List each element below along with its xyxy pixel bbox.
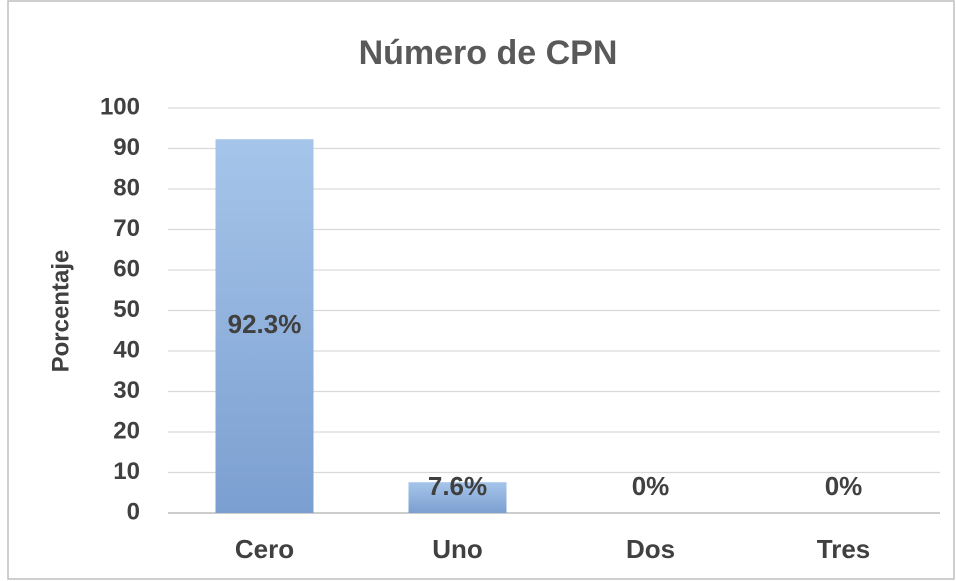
x-tick-label: Uno (432, 534, 483, 564)
y-axis-title: Porcentaje (47, 250, 74, 373)
y-tick-label: 80 (113, 174, 140, 201)
y-tick-label: 100 (100, 93, 140, 120)
data-label: 0% (825, 471, 863, 501)
x-tick-label: Dos (626, 534, 675, 564)
x-tick-label: Cero (235, 534, 294, 564)
y-tick-label: 40 (113, 336, 140, 363)
data-label: 0% (632, 471, 670, 501)
x-tick-label: Tres (817, 534, 871, 564)
chart-title: Número de CPN (359, 34, 618, 72)
y-tick-label: 60 (113, 255, 140, 282)
bar (215, 139, 314, 513)
bar (408, 482, 507, 513)
y-tick-label: 70 (113, 215, 140, 242)
y-tick-label: 30 (113, 377, 140, 404)
y-tick-label: 90 (113, 134, 140, 161)
y-tick-label: 0 (127, 498, 140, 525)
y-tick-label: 50 (113, 296, 140, 323)
y-tick-label: 10 (113, 458, 140, 485)
y-tick-label: 20 (113, 417, 140, 444)
data-label: 7.6% (428, 471, 487, 501)
data-label: 92.3% (228, 309, 302, 339)
